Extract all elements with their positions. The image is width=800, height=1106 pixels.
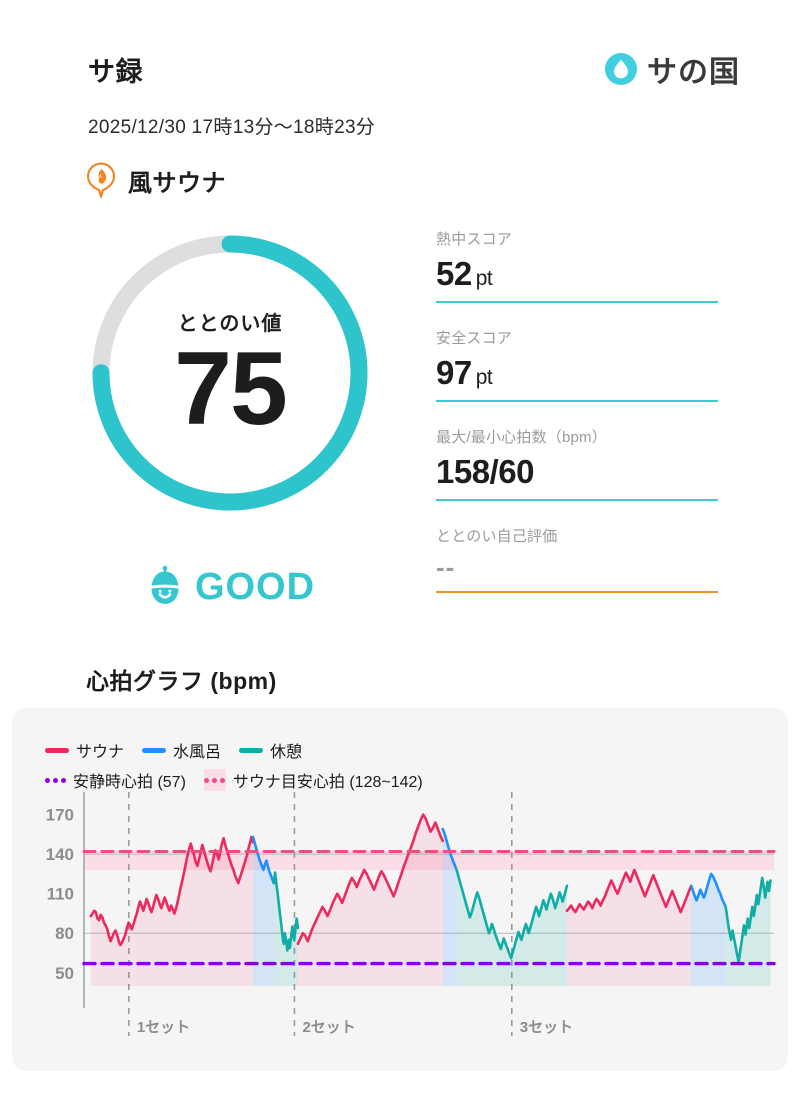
legend-swatch-target-band — [203, 769, 226, 791]
stats-panel: 熱中スコア 52 pt 安全スコア 97 pt 最大/最小心拍数（bpm） 158/… — [436, 228, 718, 617]
y-axis-tick-label: 110 — [47, 885, 74, 904]
stat-underline — [436, 301, 718, 303]
verdict-label: GOOD — [194, 565, 316, 608]
venue-name: 風サウナ — [128, 169, 226, 197]
y-axis-tick-label: 80 — [55, 924, 74, 943]
stat-underline — [436, 499, 718, 501]
legend-label: サウナ目安心拍 (128~142) — [232, 774, 423, 791]
stat-unit: pt — [475, 366, 493, 389]
stat-label: ととのい自己評価 — [436, 528, 558, 545]
water-droplet-icon — [605, 53, 637, 85]
set-label: 2セット — [302, 1019, 355, 1036]
y-axis-tick-label: 170 — [46, 806, 74, 825]
stat-max-min-hr: 最大/最小心拍数（bpm） 158/60 — [436, 426, 718, 501]
stat-underline — [436, 591, 718, 593]
stat-number: 97 — [436, 354, 472, 391]
stat-value: 52 pt — [436, 249, 718, 301]
verdict-row: GOOD — [85, 565, 375, 609]
series-area — [442, 829, 457, 986]
set-label: 1セット — [137, 1019, 190, 1036]
heart-rate-plot: 170 140 110 80 50 1セット 2セット 3セット — [46, 792, 776, 1036]
brand-name: サの国 — [647, 56, 740, 89]
venue-row: 風サウナ — [86, 162, 226, 198]
legend-item-rest[interactable]: 休憩 — [239, 738, 302, 762]
stat-number: 158/60 — [436, 453, 534, 490]
series-area — [297, 814, 443, 986]
totonoi-gauge: ととのい値 75 — [85, 228, 375, 518]
series-area — [691, 873, 726, 986]
chart-legend: サウナ 水風呂 休憩 安静時心拍 (57) サウナ目安心拍 — [45, 738, 423, 798]
series-area — [456, 869, 567, 986]
series-area — [90, 837, 254, 986]
stat-number: 52 — [436, 255, 472, 292]
chart-title: 心拍グラフ (bpm) — [86, 668, 277, 694]
stat-self-rating[interactable]: ととのい自己評価 -- — [436, 525, 718, 593]
session-datetime: 2025/12/30 17時13分〜18時23分 — [88, 117, 376, 138]
stat-heat-score: 熱中スコア 52 pt — [436, 228, 718, 303]
stat-label: 熱中スコア — [436, 231, 513, 248]
flame-pin-icon — [86, 162, 116, 198]
series-area — [567, 869, 692, 986]
stat-label: 最大/最小心拍数（bpm） — [436, 429, 607, 446]
series-line-休憩 — [724, 876, 772, 964]
legend-swatch-resting-hr — [45, 777, 66, 783]
gauge-center: ととのい値 75 — [85, 228, 375, 518]
stat-number: -- — [436, 552, 456, 582]
legend-item-target-band[interactable]: サウナ目安心拍 (128~142) — [203, 768, 423, 792]
legend-item-sauna[interactable]: サウナ — [45, 738, 124, 762]
stat-safety-score: 安全スコア 97 pt — [436, 327, 718, 402]
gauge-progress-arc — [92, 235, 368, 511]
legend-swatch-rest — [239, 747, 264, 753]
series-line-サウナ — [89, 835, 255, 947]
y-axis-tick-label: 50 — [55, 964, 74, 983]
legend-label: 安静時心拍 (57) — [73, 774, 186, 791]
legend-label: 水風呂 — [173, 744, 222, 761]
y-axis-tick-label: 140 — [46, 845, 74, 864]
stat-unit: pt — [475, 267, 493, 290]
target-hr-band — [84, 851, 774, 870]
page-title: サ録 — [88, 56, 143, 87]
stat-underline — [436, 400, 718, 402]
stat-value: -- — [436, 546, 718, 591]
bell-smiley-icon — [149, 565, 181, 604]
stat-value: 158/60 — [436, 447, 718, 499]
gauge-ring — [92, 235, 368, 511]
legend-item-resting-hr[interactable]: 安静時心拍 (57) — [45, 768, 186, 792]
stat-value: 97 pt — [436, 348, 718, 400]
heart-rate-chart-card: サウナ 水風呂 休憩 安静時心拍 (57) サウナ目安心拍 — [12, 708, 788, 1071]
gauge-value: 75 — [174, 330, 288, 447]
series-area — [273, 872, 298, 986]
legend-row-reference: 安静時心拍 (57) サウナ目安心拍 (128~142) — [45, 768, 423, 792]
legend-label: サウナ — [76, 744, 125, 761]
series-line-サウナ — [296, 813, 445, 946]
series-line-サウナ — [565, 868, 693, 914]
legend-label: 休憩 — [270, 744, 303, 761]
series-line-水風呂 — [251, 835, 276, 885]
legend-swatch-coldbath — [142, 747, 167, 753]
page-header: サ録 サの国 — [88, 46, 740, 92]
legend-row-series: サウナ 水風呂 休憩 — [45, 738, 423, 762]
gauge-label: ととのい値 — [177, 312, 283, 335]
brand-logo: サの国 — [604, 47, 740, 91]
series-line-休憩 — [272, 871, 300, 952]
series-line-水風呂 — [689, 872, 727, 909]
stat-label: 安全スコア — [436, 330, 513, 347]
legend-swatch-sauna — [45, 747, 69, 753]
legend-item-coldbath[interactable]: 水風呂 — [142, 738, 221, 762]
set-label: 3セット — [520, 1019, 573, 1036]
series-line-休憩 — [455, 868, 569, 960]
series-area — [253, 837, 274, 986]
